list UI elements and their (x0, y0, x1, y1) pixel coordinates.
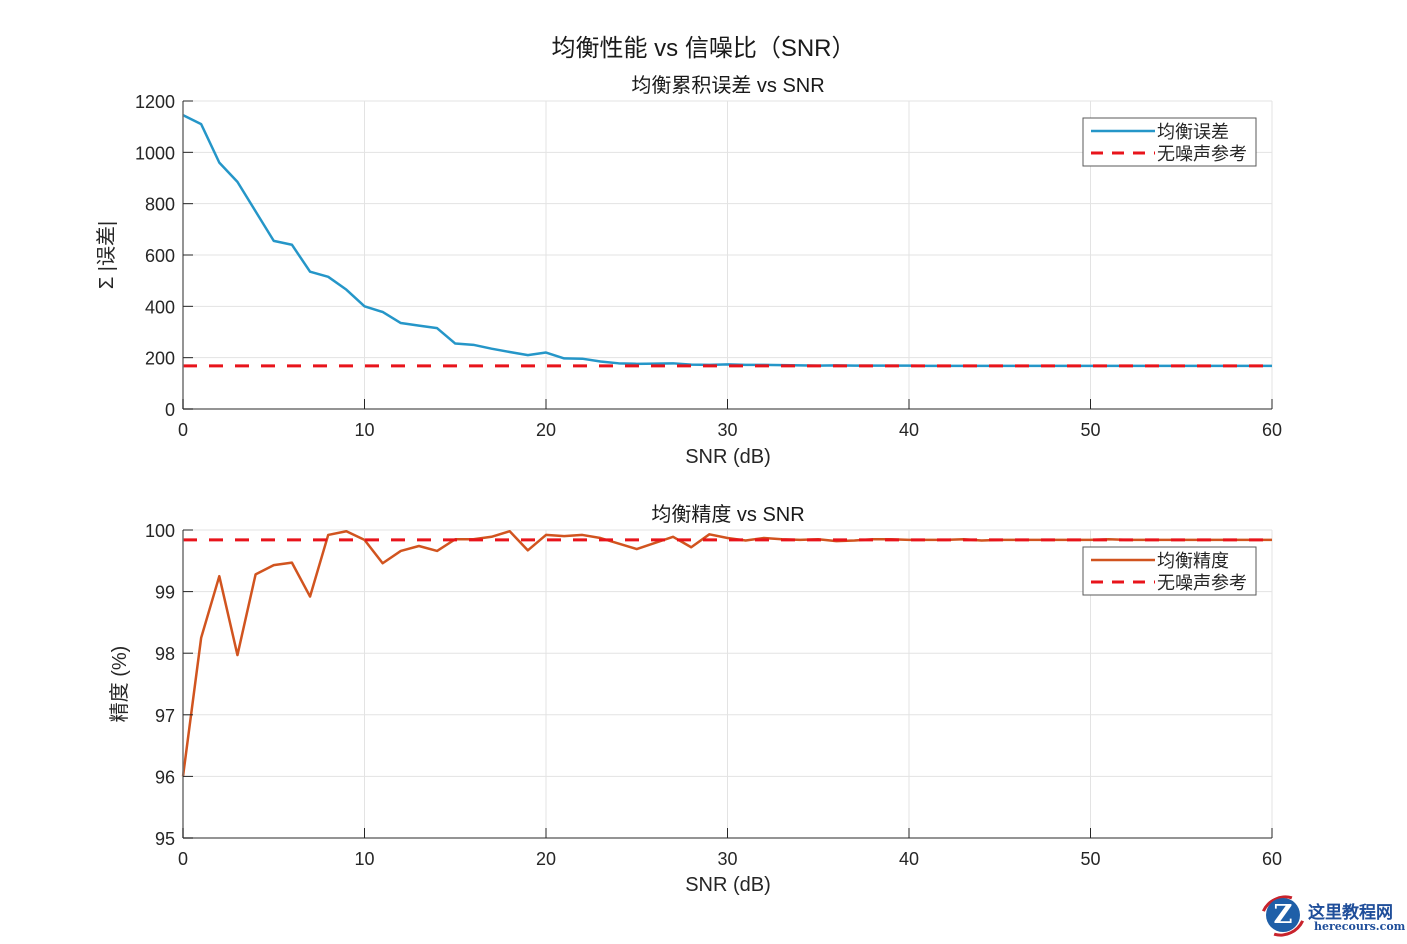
accuracy-plot: 均衡精度 vs SNR 0 10 20 30 40 50 60 95 96 97 98 99 100 S… (108, 503, 1282, 896)
legend-label: 均衡误差 (1157, 122, 1229, 142)
legend-box (1082, 117, 1257, 167)
data-line (182, 113, 1272, 368)
x-axis-label: SNR (dB) (685, 446, 771, 468)
y-tick-label: 99 (155, 583, 175, 603)
plot-title: 均衡累积误差 vs SNR (631, 74, 824, 97)
x-tick-label: 60 (1262, 849, 1282, 869)
y-tick-label: 800 (145, 195, 175, 215)
watermark-cn-text: 这里教程网 (1308, 903, 1393, 923)
x-tick-label: 30 (717, 849, 737, 869)
y-tick-label: 600 (145, 246, 175, 266)
x-tick-label: 60 (1262, 420, 1282, 440)
x-tick-label: 40 (899, 849, 919, 869)
watermark-en-text: herecours.com (1314, 920, 1406, 933)
legend-label: 无噪声参考 (1157, 144, 1247, 164)
x-tick-label: 0 (178, 849, 188, 869)
watermark-logo: Z 这里教程网 herecours.com (1253, 888, 1407, 944)
x-tick-label: 0 (178, 420, 188, 440)
axes-lines (182, 529, 1273, 839)
y-tick-label: 1200 (135, 92, 175, 112)
y-tick-label: 96 (155, 767, 175, 787)
y-tick-label: 1000 (135, 143, 175, 163)
y-tick-label: 200 (145, 349, 175, 369)
x-axis-label: SNR (dB) (685, 874, 771, 896)
figure-suptitle: 均衡性能 vs 信噪比（SNR） (551, 35, 856, 62)
y-axis-label: Σ |误差| (95, 221, 118, 289)
axes-lines (182, 100, 1273, 410)
x-tick-label: 10 (354, 849, 374, 869)
x-tick-label: 30 (717, 420, 737, 440)
logo-z-icon: Z (1266, 898, 1300, 932)
y-tick-label: 0 (165, 400, 175, 420)
x-tick-label: 10 (354, 420, 374, 440)
plot-title: 均衡精度 vs SNR (651, 503, 804, 526)
x-tick-label: 50 (1080, 420, 1100, 440)
y-tick-label: 400 (145, 297, 175, 317)
legend-box (1082, 546, 1257, 596)
legend-label: 均衡精度 (1157, 551, 1229, 571)
x-tick-label: 20 (536, 849, 556, 869)
y-tick-label: 100 (145, 521, 175, 541)
x-tick-label: 50 (1080, 849, 1100, 869)
y-tick-label: 95 (155, 829, 175, 849)
tick-labels: 0 10 20 30 40 50 60 95 96 97 98 99 100 (145, 521, 1282, 869)
data-series (181, 529, 1272, 777)
y-axis-label: 精度 (%) (108, 646, 131, 723)
data-line (181, 529, 1272, 777)
y-tick-label: 97 (155, 706, 175, 726)
legend-label: 无噪声参考 (1157, 573, 1247, 593)
y-tick-label: 98 (155, 644, 175, 664)
x-tick-label: 40 (899, 420, 919, 440)
data-series (182, 113, 1272, 368)
cumulative-error-plot: 均衡累积误差 vs SNR 0 10 20 30 40 50 600200400600800… (95, 74, 1282, 468)
x-tick-label: 20 (536, 420, 556, 440)
